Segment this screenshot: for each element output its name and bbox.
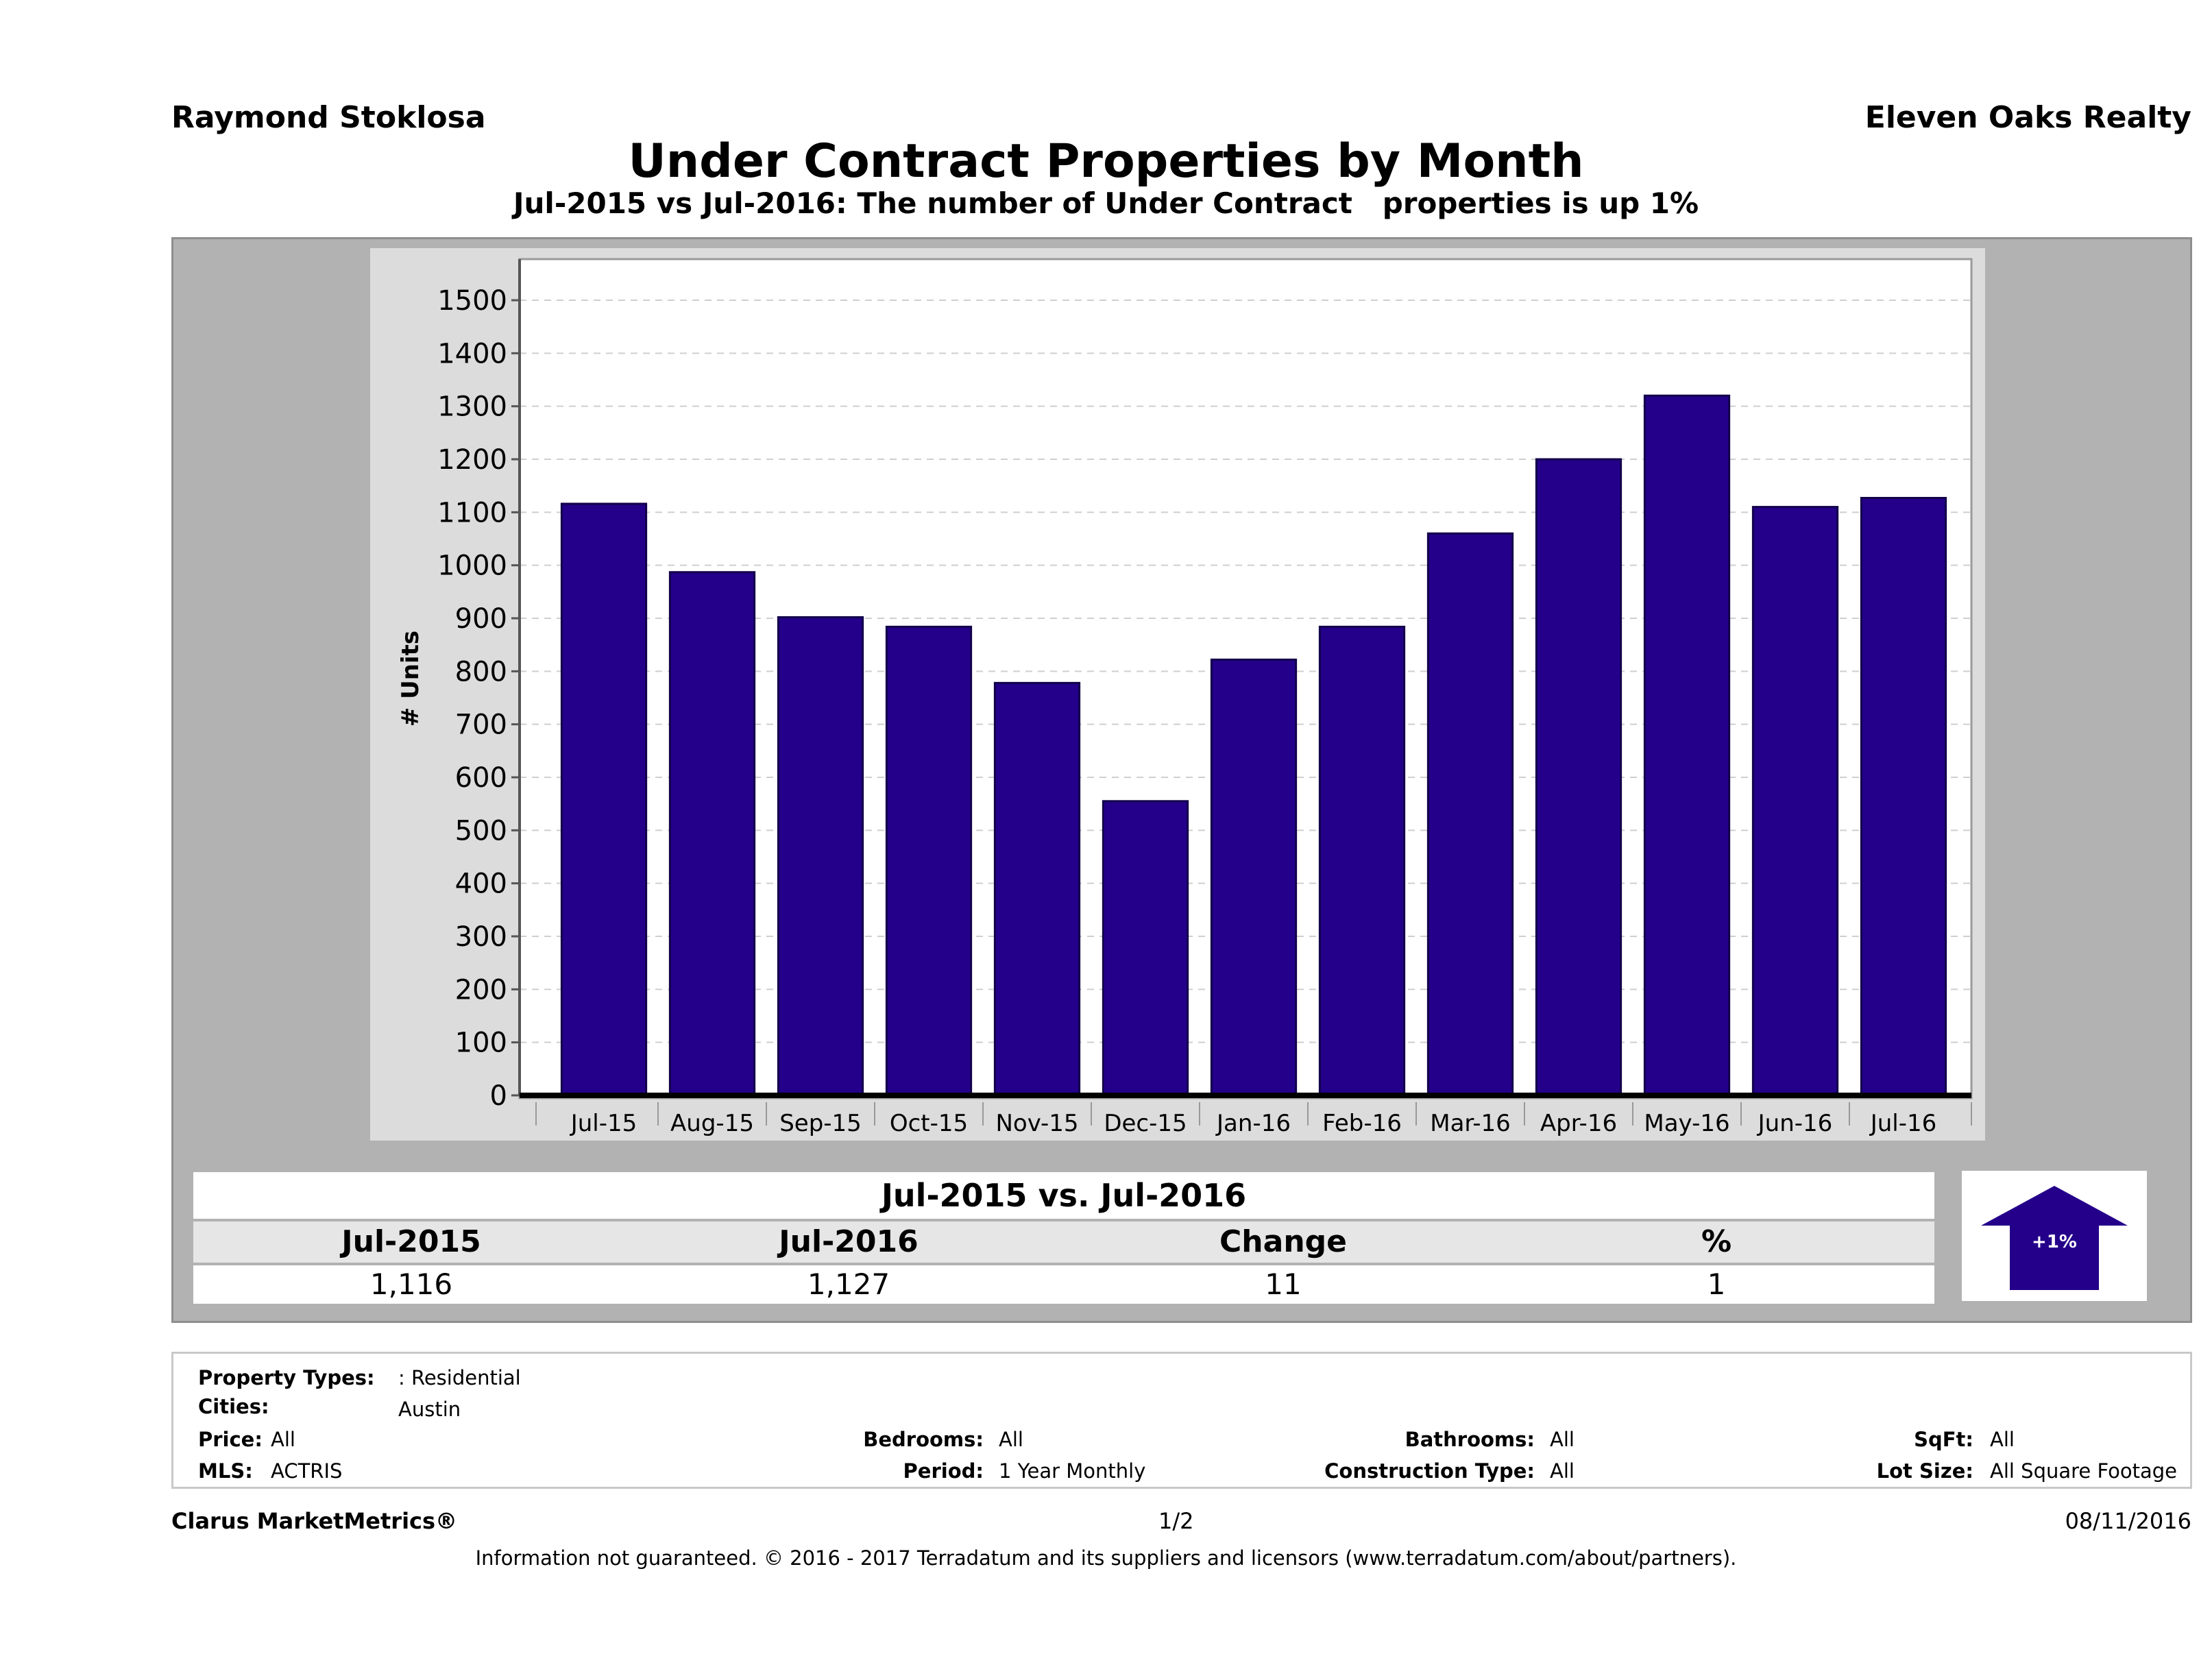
- bar: [1860, 496, 1947, 1097]
- bathrooms-label: Bathrooms:: [1405, 1428, 1535, 1451]
- x-tick-label: Dec-15: [1104, 1110, 1187, 1137]
- y-tick-label: 1100: [437, 497, 507, 528]
- property-types-label: Property Types:: [198, 1366, 375, 1389]
- value-jul-2016: 1,127: [807, 1267, 890, 1301]
- bar: [1426, 532, 1514, 1097]
- company-name: Eleven Oaks Realty: [1864, 100, 2191, 135]
- bar: [1643, 394, 1731, 1097]
- y-tick-label: 0: [490, 1080, 507, 1112]
- y-tick-label: 800: [455, 656, 507, 688]
- up-arrow-icon: [1981, 1186, 2128, 1290]
- y-tick-label: 300: [455, 921, 507, 953]
- x-tick-label: Apr-16: [1540, 1110, 1617, 1137]
- price-label: Price:: [198, 1428, 263, 1451]
- comparison-header: Jul-2015 vs. Jul-2016: [193, 1172, 1934, 1219]
- x-tick-label: May-16: [1644, 1110, 1729, 1137]
- mls-value: ACTRIS: [271, 1459, 343, 1483]
- footer-brand: Clarus MarketMetrics®: [171, 1508, 458, 1534]
- y-tick-label: 700: [455, 709, 507, 741]
- property-types-value: : Residential: [398, 1366, 521, 1389]
- bar: [1535, 458, 1622, 1097]
- x-tick-label: Jul-15: [570, 1110, 637, 1137]
- lot-size-value: All Square Footage: [1990, 1459, 2178, 1483]
- label-jul-2015: Jul-2015: [341, 1224, 481, 1259]
- y-tick-label: 900: [455, 603, 507, 635]
- y-tick-label: 600: [455, 762, 507, 794]
- bar-chart: 0 100 200 300 400 500 600 700 800 900 1000 1100 1200…: [397, 258, 1973, 1137]
- criteria-panel: Property Types: : Residential Cities: Au…: [171, 1352, 2192, 1489]
- x-tick-label: Oct-15: [890, 1110, 968, 1137]
- page-number: 1/2: [1158, 1508, 1194, 1534]
- label-jul-2016: Jul-2016: [779, 1224, 919, 1259]
- x-tick-label: Jun-16: [1757, 1110, 1833, 1137]
- bar: [1318, 625, 1406, 1097]
- y-tick-label: 1000: [437, 550, 507, 582]
- y-tick-label: 1200: [437, 444, 507, 476]
- label-percent: %: [1701, 1224, 1732, 1259]
- bar: [1102, 800, 1189, 1097]
- cities-label: Cities:: [198, 1395, 269, 1418]
- bedrooms-value: All: [999, 1428, 1023, 1451]
- period-value: 1 Year Monthly: [999, 1459, 1146, 1483]
- sqft-value: All: [1990, 1428, 2015, 1451]
- x-tick-label: Mar-16: [1430, 1110, 1511, 1137]
- mls-label: MLS:: [198, 1459, 253, 1483]
- bathrooms-value: All: [1550, 1428, 1575, 1451]
- chart-frame: 0 100 200 300 400 500 600 700 800 900 1000 1100 1200…: [370, 248, 1985, 1141]
- report-date: 08/11/2016: [2065, 1508, 2191, 1534]
- bar: [668, 571, 756, 1097]
- x-tick-label: Jul-16: [1869, 1110, 1937, 1137]
- construction-type-value: All: [1550, 1459, 1575, 1483]
- bar: [993, 681, 1081, 1097]
- value-jul-2015: 1,116: [369, 1267, 453, 1301]
- comparison-values-row: 1,116 1,127 11 1: [193, 1265, 1934, 1304]
- bedrooms-label: Bedrooms:: [863, 1428, 984, 1451]
- x-tick-label: Jan-16: [1215, 1110, 1291, 1137]
- page-title: Under Contract Properties by Month: [628, 134, 1584, 189]
- price-value: All: [271, 1428, 295, 1451]
- y-tick-label: 500: [455, 815, 507, 847]
- page-subtitle: Jul-2015 vs Jul-2016: The number of Unde…: [513, 186, 1699, 220]
- period-label: Period:: [903, 1459, 984, 1483]
- bar: [885, 625, 973, 1097]
- y-tick-label: 400: [455, 868, 507, 900]
- y-tick-label: 100: [455, 1028, 507, 1059]
- comparison-labels-row: Jul-2015 Jul-2016 Change %: [193, 1221, 1934, 1263]
- y-tick-label: 1500: [437, 285, 507, 317]
- bar: [777, 616, 864, 1097]
- bar: [560, 502, 648, 1097]
- y-axis-label: # Units: [397, 631, 424, 727]
- sqft-label: SqFt:: [1914, 1428, 1973, 1451]
- badge-text: +1%: [2032, 1232, 2077, 1252]
- x-tick-label: Sep-15: [779, 1110, 862, 1137]
- bar: [1210, 658, 1298, 1097]
- agent-name: Raymond Stoklosa: [171, 100, 486, 135]
- y-tick-label: 200: [455, 974, 507, 1006]
- value-percent: 1: [1707, 1267, 1726, 1301]
- value-change: 11: [1265, 1267, 1302, 1301]
- x-tick-label: Nov-15: [996, 1110, 1079, 1137]
- y-tick-label: 1300: [437, 391, 507, 423]
- x-tick-label: Aug-15: [670, 1110, 754, 1137]
- x-tick-label: Feb-16: [1322, 1110, 1402, 1137]
- bar: [1751, 506, 1839, 1097]
- lot-size-label: Lot Size:: [1876, 1459, 1973, 1483]
- construction-type-label: Construction Type:: [1324, 1459, 1535, 1483]
- change-badge: +1%: [1962, 1171, 2147, 1301]
- y-tick-label: 1400: [437, 338, 507, 369]
- cities-value: Austin: [398, 1398, 461, 1421]
- disclaimer: Information not guaranteed. © 2016 - 201…: [475, 1546, 1737, 1570]
- label-change: Change: [1219, 1224, 1347, 1259]
